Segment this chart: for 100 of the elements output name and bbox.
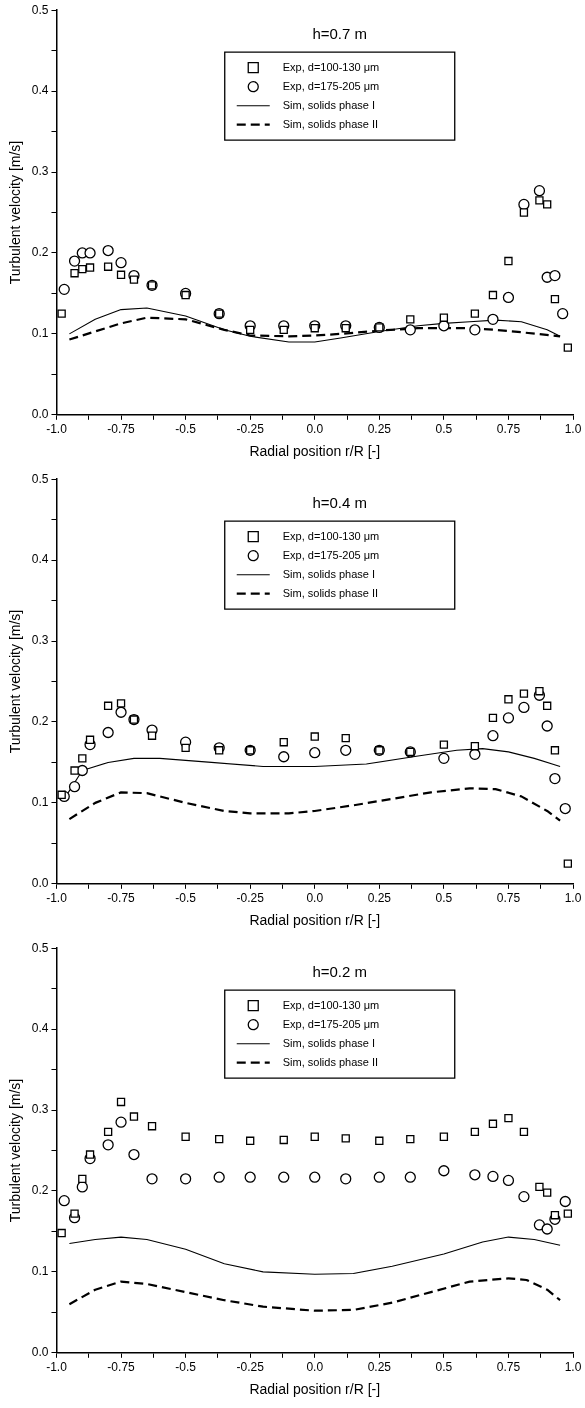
point [502,712,515,724]
point [102,1139,114,1151]
point [85,263,95,272]
x-tick-label: 0.5 [435,891,453,906]
point [439,1132,449,1141]
y-tick-label: 0.3 [31,1102,49,1117]
point [406,315,415,324]
y-tick-label: 0.4 [31,552,49,567]
point [518,1190,530,1203]
point [310,1132,319,1141]
point [488,290,498,300]
point [279,738,288,747]
point [469,324,481,336]
point [563,343,573,352]
y-tick-label: 0.0 [31,876,49,891]
x-tick-label: 1.0 [564,891,582,906]
point [115,706,127,718]
point [70,269,79,278]
y-tick-label: 0.5 [31,471,49,486]
x-tick-label: 0.25 [367,891,392,906]
point [147,731,157,740]
point [340,1173,352,1185]
point [542,1188,552,1197]
point [550,746,560,755]
point [519,208,529,217]
point [279,325,288,335]
point [116,1097,126,1107]
x-tick-label: 0.5 [435,1360,453,1375]
x-tick-label: 0.25 [367,1360,392,1375]
legend-label: Sim, solids phase I [282,98,376,111]
y-tick-label: 0.1 [31,795,49,810]
x-tick-label: -0.25 [236,422,265,437]
point [116,270,126,279]
point [278,751,290,763]
point [102,244,114,257]
point [487,730,499,742]
point [215,746,224,755]
line-series [68,787,562,822]
point [542,200,552,209]
point [245,325,255,335]
y-tick-label: 0.4 [31,83,49,98]
point [309,747,321,759]
x-tick-label: -1.0 [46,1360,68,1375]
text: h=0.2 m [312,963,368,981]
point [488,1119,498,1128]
point [115,257,127,269]
y-tick-label: 0.5 [31,940,49,955]
point [70,1209,79,1218]
point [557,308,569,320]
x-tick-label: -0.5 [175,891,197,906]
point [550,294,560,304]
point [310,732,319,741]
x-axis-title: Radial position r/R [-] [249,1381,381,1398]
legend-label: Exp, d=175-205 μm [282,79,380,92]
point [404,324,416,336]
point [279,1135,288,1145]
y-tick-label: 0.3 [31,633,49,648]
point [68,255,81,267]
y-tick-label: 0.2 [31,714,49,729]
x-tick-label: 0.75 [496,891,521,906]
point [563,1209,573,1218]
point [518,701,530,714]
point [519,1127,529,1137]
y-tick-label: 0.1 [31,1264,49,1279]
x-tick-label: -0.25 [236,1360,265,1375]
point [309,1171,321,1183]
point [439,740,449,749]
point [439,313,449,322]
x-tick-label: 1.0 [564,1360,582,1375]
x-tick-label: 0.75 [496,422,521,437]
point [85,1150,95,1159]
point [550,1211,560,1220]
point [504,1113,513,1123]
point [487,313,499,325]
point [245,1136,255,1145]
point [57,1228,66,1238]
point [559,1195,571,1208]
x-tick-label: 0.5 [435,422,453,437]
point [58,1195,70,1207]
point [103,1127,113,1137]
x-tick-label: 0.75 [496,1360,521,1375]
point [58,283,70,296]
point [470,1127,480,1137]
point [535,1182,544,1192]
y-tick-label: 0.3 [31,164,49,179]
y-tick-label: 0.2 [31,245,49,260]
x-tick-label: -0.75 [107,1360,136,1375]
legend-label: Exp, d=100-130 μm [282,60,380,73]
legend-label: Exp, d=100-130 μm [282,529,380,542]
point [504,256,513,266]
y-tick-label: 0.0 [31,407,49,422]
x-tick-label: 0.0 [306,1360,324,1375]
y-axis-title: Turbulent velocity [m/s] [7,1078,24,1223]
point [78,754,87,763]
point [502,291,515,304]
legend-label: Sim, solids phase II [282,1055,379,1068]
y-tick-label: 0.4 [31,1021,49,1036]
point [181,743,190,753]
point [341,1134,350,1143]
y-tick-label: 0.1 [31,326,49,341]
